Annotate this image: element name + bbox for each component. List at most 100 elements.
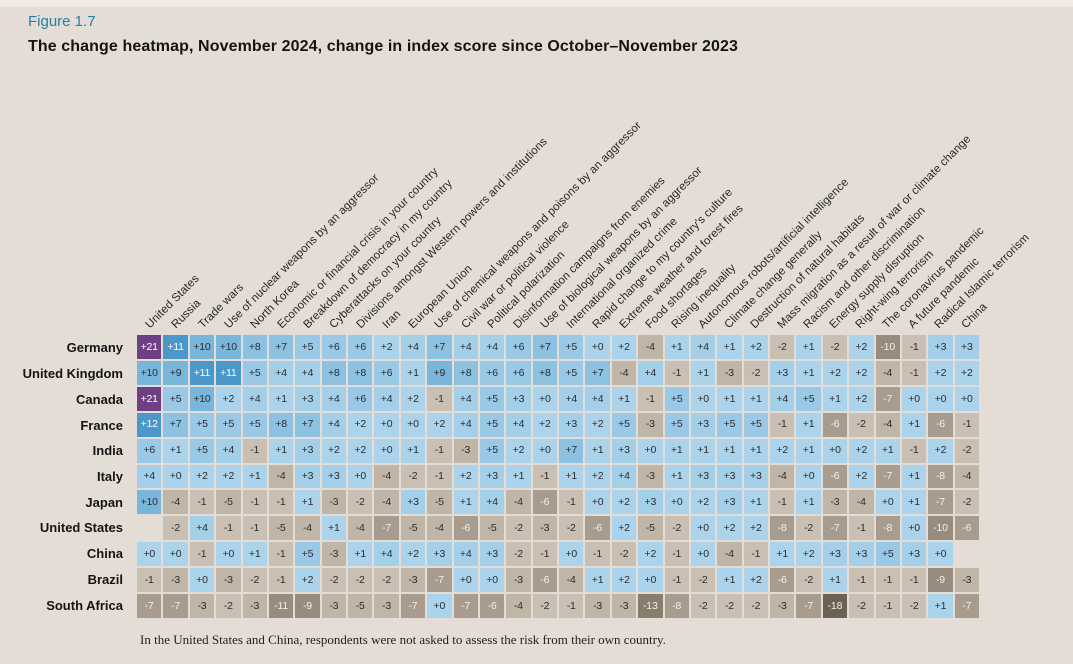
heatmap-cell: +1	[901, 464, 927, 489]
heatmap-cell: -2	[770, 335, 795, 359]
heatmap-cell: +5	[479, 412, 505, 437]
row-label: China	[86, 546, 123, 562]
heatmap-cell: -1	[585, 542, 610, 567]
heatmap-cell: +7	[268, 335, 294, 359]
heatmap-cell: +3	[690, 464, 716, 489]
heatmap-cell: +2	[638, 542, 663, 567]
heatmap-cell: -6	[770, 568, 795, 593]
heatmap-cell: -3	[189, 594, 215, 618]
heatmap-cell: +4	[242, 386, 267, 411]
heatmap-cell: +3	[295, 464, 320, 489]
heatmap-cell: +1	[717, 335, 742, 359]
heatmap-cell: -4	[638, 335, 663, 359]
heatmap-cell: +4	[374, 542, 399, 567]
heatmap-cell: +1	[242, 464, 267, 489]
heatmap-cell: -3	[717, 360, 742, 385]
heatmap-cell: -4	[427, 516, 452, 541]
heatmap-cell: -4	[374, 464, 399, 489]
row-label: Germany	[66, 340, 123, 356]
heatmap-cell: +11	[189, 360, 215, 385]
heatmap-cell: -1	[954, 412, 979, 437]
heatmap-cell: +0	[163, 464, 188, 489]
heatmap-cell: +4	[638, 360, 663, 385]
heatmap-cell: +5	[664, 412, 689, 437]
heatmap-cell: -2	[242, 568, 267, 593]
heatmap-cell: +7	[559, 438, 584, 463]
heatmap-cell: +1	[822, 568, 848, 593]
heatmap-cell: +3	[506, 386, 531, 411]
heatmap-cell: +8	[348, 360, 373, 385]
heatmap-cell: +4	[295, 360, 320, 385]
heatmap-cell: +4	[374, 386, 399, 411]
heatmap-cell: +1	[453, 490, 478, 515]
heatmap-cell: +2	[928, 438, 953, 463]
heatmap-cell: +11	[163, 335, 188, 359]
heatmap-cell: +2	[770, 438, 795, 463]
heatmap-cell: +2	[427, 412, 452, 437]
heatmap-cell: +4	[585, 386, 610, 411]
heatmap-cell: +2	[849, 386, 874, 411]
heatmap-cell: +2	[216, 386, 241, 411]
heatmap-cell: +0	[189, 568, 215, 593]
heatmap-cell: -6	[822, 412, 848, 437]
heatmap-cell: +0	[479, 568, 505, 593]
heatmap-cell: -7	[374, 516, 399, 541]
heatmap-cell: +2	[348, 412, 373, 437]
heatmap-cell: +0	[875, 490, 900, 515]
heatmap-cell: -3	[374, 594, 399, 618]
heatmap-cell: -1	[770, 490, 795, 515]
heatmap-cell: -2	[849, 412, 874, 437]
heatmap-cell: +1	[585, 568, 610, 593]
heatmap-cell: -3	[321, 542, 346, 567]
heatmap-cell: +3	[822, 542, 848, 567]
heatmap-cell: +1	[664, 438, 689, 463]
heatmap-cell: +5	[242, 360, 267, 385]
heatmap-cell: -1	[268, 490, 294, 515]
heatmap-cell: +8	[242, 335, 267, 359]
heatmap-cell: +4	[506, 412, 531, 437]
heatmap-cell: +0	[532, 438, 557, 463]
heatmap-cell: +1	[796, 360, 821, 385]
heatmap-cell: +0	[400, 412, 426, 437]
heatmap-cell: +7	[532, 335, 557, 359]
figure-footnote: In the United States and China, responde…	[140, 632, 666, 647]
heatmap-cell: -1	[901, 360, 927, 385]
heatmap-cell: -11	[268, 594, 294, 618]
row-label: India	[92, 443, 123, 459]
heatmap-cell: -6	[532, 490, 557, 515]
heatmap-cell: -7	[400, 594, 426, 618]
heatmap-cell: -2	[743, 594, 768, 618]
heatmap-cell: -2	[954, 490, 979, 515]
heatmap-cell: -2	[743, 360, 768, 385]
row-label: Canada	[76, 391, 123, 407]
heatmap-cell: +7	[585, 360, 610, 385]
heatmap-cell: +4	[479, 335, 505, 359]
heatmap-cell: +4	[453, 386, 478, 411]
heatmap-cell: -2	[796, 568, 821, 593]
heatmap-cell: +6	[348, 386, 373, 411]
heatmap-cell: -1	[216, 516, 241, 541]
heatmap-cell: +5	[189, 412, 215, 437]
heatmap-cell: -3	[585, 594, 610, 618]
heatmap-cell: +0	[901, 516, 927, 541]
heatmap-cell: -2	[611, 542, 637, 567]
heatmap-cell: -1	[242, 516, 267, 541]
heatmap-cell: +4	[321, 412, 346, 437]
heatmap-cell: +8	[321, 360, 346, 385]
heatmap-cell: -3	[400, 568, 426, 593]
heatmap-cell: -5	[638, 516, 663, 541]
heatmap-cell: -4	[374, 490, 399, 515]
heatmap-cell: -8	[770, 516, 795, 541]
heatmap-cell: +0	[928, 542, 953, 567]
heatmap-cell: +4	[189, 516, 215, 541]
heatmap-cell: +1	[717, 568, 742, 593]
heatmap-cell: +2	[348, 438, 373, 463]
row-label: Japan	[85, 494, 123, 510]
heatmap-cell: +8	[268, 412, 294, 437]
heatmap-cell: -3	[321, 594, 346, 618]
heatmap-cell: +2	[743, 568, 768, 593]
heatmap-cell: -3	[242, 594, 267, 618]
heatmap-cell: +1	[717, 438, 742, 463]
heatmap-cell: +2	[822, 360, 848, 385]
heatmap-cell: -6	[585, 516, 610, 541]
